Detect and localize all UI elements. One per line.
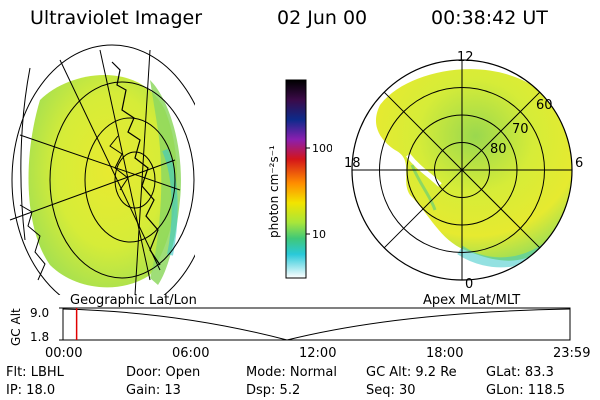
colorbar-scale: [285, 79, 307, 279]
timeline-axis-title: GC Alt: [9, 308, 23, 346]
polar-grid: [352, 60, 572, 280]
timeline-ytick-1.8: 1.8: [30, 330, 49, 344]
dsp-status: Dsp: 5.2: [246, 383, 301, 398]
mlt-label-12: 12: [457, 50, 474, 65]
gain-status: Gain: 13: [126, 383, 181, 398]
mode-status: Mode: Normal: [246, 365, 337, 380]
timeline-xtick-0000: 00:00: [45, 346, 83, 361]
colorbar-tick-100: 100: [312, 142, 332, 155]
altitude-curve: [62, 308, 571, 341]
mlat-label-60: 60: [536, 98, 553, 113]
timeline-left-label: Geographic Lat/Lon: [70, 293, 197, 308]
colorbar: 100 10 photon cm⁻²s⁻¹: [267, 79, 332, 279]
instrument-title: Ultraviolet Imager: [30, 7, 203, 29]
timeline-right-label: Apex MLat/MLT: [423, 293, 521, 308]
polar-image-panel: 12 18 6 0 60 70 80: [344, 50, 583, 290]
colorbar-tick-10: 10: [312, 228, 326, 241]
coastline: [111, 61, 161, 266]
timeline-frame: [62, 307, 571, 341]
mlat-label-70: 70: [512, 122, 529, 137]
timeline-ytick-9: 9.0: [30, 306, 49, 320]
colorbar-unit-label: photon cm⁻²s⁻¹: [267, 145, 281, 238]
observation-time: 00:38:42 UT: [431, 7, 548, 29]
timeline-xtick-2359: 23:59: [553, 346, 591, 361]
gc-alt-status: GC Alt: 9.2 Re: [366, 365, 457, 380]
geographic-image-panel: [9, 44, 195, 295]
filter-status: Flt: LBHL: [6, 365, 64, 380]
glon-status: GLon: 118.5: [486, 383, 566, 398]
mlt-label-6: 6: [575, 156, 583, 171]
observation-date: 02 Jun 00: [277, 7, 368, 29]
glat-status: GLat: 83.3: [486, 365, 554, 380]
mlt-label-0: 0: [465, 277, 473, 290]
door-status: Door: Open: [126, 365, 201, 380]
timeline-xtick-0600: 06:00: [172, 346, 210, 361]
seq-status: Seq: 30: [366, 383, 416, 398]
ip-status: IP: 18.0: [6, 383, 56, 398]
mlt-label-18: 18: [344, 156, 361, 171]
mlat-label-80: 80: [490, 142, 507, 157]
timeline-xtick-1200: 12:00: [299, 346, 337, 361]
altitude-timeline: GC Alt 9.0 1.8: [9, 306, 571, 346]
timeline-xtick-1800: 18:00: [426, 346, 464, 361]
